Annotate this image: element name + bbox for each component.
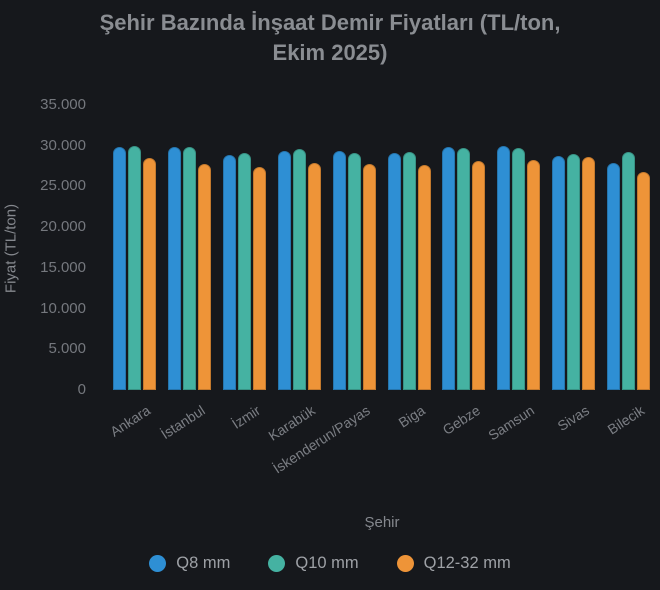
bar-Q10mm-İzmir[interactable] (237, 153, 251, 390)
bar-Q12-32mm-Karabük[interactable] (307, 162, 321, 390)
y-tick-label: 35.000 (40, 96, 86, 113)
bar-Q10mm-İskenderun/Payas[interactable] (347, 152, 361, 390)
chart-title-line2: Ekim 2025) (272, 40, 388, 65)
bar-Q8mm-Ankara[interactable] (113, 146, 126, 390)
bar-Q10mm-Sivas[interactable] (567, 154, 581, 390)
bar-Q8mm-Karabük[interactable] (277, 151, 291, 390)
y-tick-label: 10.000 (40, 299, 86, 317)
y-tick-label: 5.000 (48, 340, 86, 358)
bar-Q12-32mm-İzmir[interactable] (252, 166, 266, 390)
legend-item-Q12-32mm[interactable]: Q12-32 mm (396, 554, 511, 573)
bar-Q10mm-Biga[interactable] (402, 151, 416, 390)
legend-label: Q10 mm (295, 554, 359, 572)
bar-Q12-32mm-Gebze[interactable] (472, 161, 486, 390)
bar-Q12-32mm-Ankara[interactable] (143, 157, 156, 390)
bar-Q12-32mm-Biga[interactable] (417, 165, 431, 390)
bar-Q8mm-Samsun[interactable] (497, 145, 511, 390)
bar-Q8mm-İstanbul[interactable] (167, 146, 181, 390)
y-tick-label: 0 (77, 381, 86, 398)
y-tick-label: 25.000 (40, 177, 86, 195)
bar-Q12-32mm-İstanbul[interactable] (197, 164, 211, 390)
bar-Q10mm-Bilecik[interactable] (622, 152, 636, 390)
x-axis-title: Şehir (364, 514, 400, 531)
legend-dot-icon (268, 555, 286, 572)
bar-Q10mm-İstanbul[interactable] (182, 146, 196, 390)
bar-Q10mm-Ankara[interactable] (128, 145, 141, 390)
bar-Q8mm-Sivas[interactable] (552, 156, 566, 390)
legend-item-Q10mm[interactable]: Q10 mm (268, 554, 359, 573)
chart-title-line1: Şehir Bazında İnşaat Demir Fiyatları (TL… (99, 10, 561, 35)
bar-Q12-32mm-Bilecik[interactable] (637, 172, 651, 390)
y-tick-label: 15.000 (40, 258, 86, 276)
chart-legend: Q8 mm Q10 mm Q12-32 mm (0, 554, 660, 573)
bar-Q12-32mm-Samsun[interactable] (527, 159, 541, 390)
bar-Q8mm-Biga[interactable] (387, 152, 401, 390)
y-tick-label: 30.000 (40, 136, 86, 154)
bar-Q8mm-İzmir[interactable] (222, 154, 236, 390)
bar-Q8mm-İskenderun/Payas[interactable] (332, 151, 346, 390)
bar-Q12-32mm-İskenderun/Payas[interactable] (362, 164, 376, 390)
y-tick-label: 20.000 (40, 218, 86, 236)
legend-label: Q8 mm (176, 554, 231, 572)
legend-dot-icon (396, 555, 414, 572)
bar-Q10mm-Gebze[interactable] (457, 148, 471, 390)
chart-title: Şehir Bazında İnşaat Demir Fiyatları (TL… (0, 8, 660, 68)
bar-Q12-32mm-Sivas[interactable] (582, 156, 596, 390)
legend-label: Q12-32 mm (423, 554, 511, 572)
bar-Q8mm-Bilecik[interactable] (607, 162, 621, 390)
bar-Q10mm-Karabük[interactable] (292, 149, 306, 390)
bar-Q10mm-Samsun[interactable] (512, 147, 526, 390)
legend-dot-icon (149, 555, 167, 572)
legend-item-Q8mm[interactable]: Q8 mm (149, 554, 230, 573)
bar-Q8mm-Gebze[interactable] (442, 146, 456, 390)
